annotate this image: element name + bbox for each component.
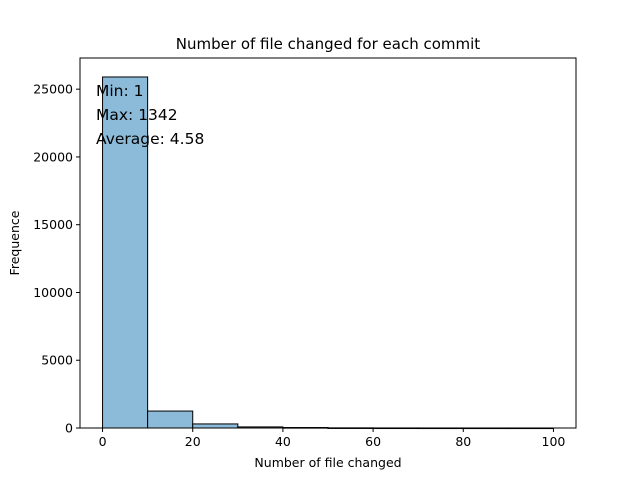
y-tick-label-1: 5000 xyxy=(41,353,73,368)
y-tick-label-3: 15000 xyxy=(33,217,73,232)
stats-annotations: Min: 1 Max: 1342 Average: 4.58 xyxy=(96,82,204,148)
y-tick-label-4: 20000 xyxy=(33,149,73,164)
y-tick-label-0: 0 xyxy=(65,421,73,436)
plot-frame xyxy=(79,57,577,429)
annotation-min: Min: 1 xyxy=(96,82,144,100)
chart-title: Number of file changed for each commit xyxy=(176,35,481,53)
histogram-bar-0 xyxy=(102,76,149,429)
annotation-max: Max: 1342 xyxy=(96,106,178,124)
x-tick-label-2: 40 xyxy=(275,434,291,449)
x-ticks-group: 0 20 40 60 80 100 xyxy=(99,428,566,449)
histogram-bar-1 xyxy=(147,410,194,429)
y-tick-label-2: 10000 xyxy=(33,285,73,300)
x-tick-label-1: 20 xyxy=(185,434,201,449)
y-ticks-group: 0 5000 10000 15000 20000 25000 xyxy=(33,82,80,436)
x-axis-label: Number of file changed xyxy=(254,455,401,470)
x-tick-label-0: 0 xyxy=(99,434,107,449)
y-axis-label: Frequence xyxy=(7,210,22,275)
x-tick-label-3: 60 xyxy=(365,434,381,449)
x-tick-label-4: 80 xyxy=(455,434,471,449)
annotation-average: Average: 4.58 xyxy=(96,130,204,148)
y-tick-label-5: 25000 xyxy=(33,82,73,97)
x-tick-label-5: 100 xyxy=(542,434,566,449)
histogram-bar-2 xyxy=(192,423,239,429)
